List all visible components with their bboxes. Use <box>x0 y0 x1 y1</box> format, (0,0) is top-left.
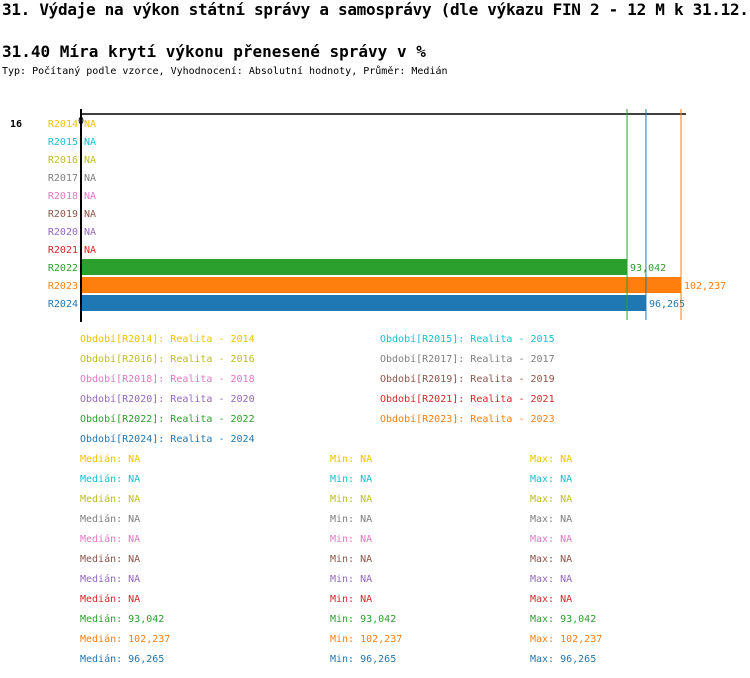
legend-item: Období[R2017]: Realita - 2017 <box>380 354 555 365</box>
value-label: NA <box>84 191 96 202</box>
min-stat: Min: NA <box>330 534 373 545</box>
legend-item: Období[R2016]: Realita - 2016 <box>80 354 255 365</box>
min-stat: Min: NA <box>330 574 373 585</box>
min-stat: Min: NA <box>330 474 373 485</box>
bar-R2024 <box>82 295 646 311</box>
category-label: R2014 <box>48 119 78 130</box>
median-stat: Medián: NA <box>80 514 141 525</box>
category-label: R2018 <box>48 191 78 202</box>
value-label: NA <box>84 227 96 238</box>
value-label: NA <box>84 173 96 184</box>
median-stat: Medián: NA <box>80 534 141 545</box>
value-label: 93,042 <box>630 263 666 274</box>
category-label: R2019 <box>48 209 78 220</box>
category-label: R2022 <box>48 263 78 274</box>
max-stat: Max: NA <box>530 554 573 565</box>
legend-item: Období[R2024]: Realita - 2024 <box>80 434 255 445</box>
median-stat: Medián: NA <box>80 554 141 565</box>
chart-meta: Typ: Počítaný podle vzorce, Vyhodnocení:… <box>2 66 448 77</box>
max-stat: Max: NA <box>530 514 573 525</box>
median-stat: Medián: 93,042 <box>80 614 165 625</box>
min-stat: Min: NA <box>330 594 373 605</box>
median-stat: Medián: 102,237 <box>80 634 171 645</box>
legend-item: Období[R2014]: Realita - 2014 <box>80 334 255 345</box>
min-stat: Min: 93,042 <box>330 614 397 625</box>
value-label: NA <box>84 209 96 220</box>
legend-item: Období[R2023]: Realita - 2023 <box>380 414 555 425</box>
section-title: 31. Výdaje na výkon státní správy a samo… <box>2 0 750 19</box>
max-stat: Max: 93,042 <box>530 614 597 625</box>
category-label: R2016 <box>48 155 78 166</box>
category-label: R2024 <box>48 299 78 310</box>
group-label: 16 <box>10 119 22 130</box>
min-stat: Min: NA <box>330 514 373 525</box>
max-stat: Max: NA <box>530 534 573 545</box>
bar-R2022 <box>82 259 628 275</box>
median-stat: Medián: NA <box>80 494 141 505</box>
value-label: 96,265 <box>649 299 685 310</box>
max-stat: Max: 96,265 <box>530 654 597 665</box>
category-label: R2017 <box>48 173 78 184</box>
max-stat: Max: NA <box>530 474 573 485</box>
legend-item: Období[R2020]: Realita - 2020 <box>80 394 255 405</box>
value-label: 102,237 <box>684 281 726 292</box>
value-label: NA <box>84 245 96 256</box>
value-label: NA <box>84 155 96 166</box>
legend-item: Období[R2015]: Realita - 2015 <box>380 334 555 345</box>
min-stat: Min: NA <box>330 494 373 505</box>
legend-item: Období[R2022]: Realita - 2022 <box>80 414 255 425</box>
bar-chart: 016R2014NAR2015NAR2016NAR2017NAR2018NAR2… <box>10 109 726 322</box>
median-stat: Medián: NA <box>80 474 141 485</box>
median-stat: Medián: NA <box>80 594 141 605</box>
category-label: R2021 <box>48 245 78 256</box>
category-label: R2023 <box>48 281 78 292</box>
min-stat: Min: NA <box>330 554 373 565</box>
value-label: NA <box>84 119 96 130</box>
legend-item: Období[R2018]: Realita - 2018 <box>80 374 255 385</box>
min-stat: Min: NA <box>330 454 373 465</box>
max-stat: Max: NA <box>530 594 573 605</box>
value-label: NA <box>84 137 96 148</box>
min-stat: Min: 102,237 <box>330 634 403 645</box>
median-stat: Medián: NA <box>80 574 141 585</box>
legend-item: Období[R2019]: Realita - 2019 <box>380 374 555 385</box>
max-stat: Max: 102,237 <box>530 634 603 645</box>
category-label: R2015 <box>48 137 78 148</box>
max-stat: Max: NA <box>530 454 573 465</box>
bar-R2023 <box>82 277 681 293</box>
median-stat: Medián: NA <box>80 454 141 465</box>
max-stat: Max: NA <box>530 574 573 585</box>
category-label: R2020 <box>48 227 78 238</box>
legend-item: Období[R2021]: Realita - 2021 <box>380 394 555 405</box>
chart-title: 31.40 Míra krytí výkonu přenesené správy… <box>2 42 426 61</box>
max-stat: Max: NA <box>530 494 573 505</box>
median-stat: Medián: 96,265 <box>80 654 165 665</box>
min-stat: Min: 96,265 <box>330 654 397 665</box>
